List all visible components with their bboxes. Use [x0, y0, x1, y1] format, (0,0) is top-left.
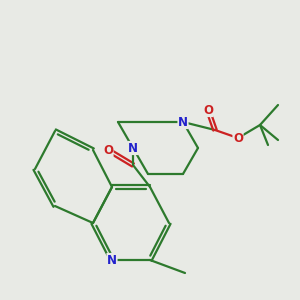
Text: N: N	[107, 254, 117, 266]
Text: O: O	[233, 131, 243, 145]
Text: O: O	[103, 143, 113, 157]
Text: N: N	[128, 142, 138, 154]
Text: O: O	[203, 103, 213, 116]
Text: N: N	[178, 116, 188, 128]
